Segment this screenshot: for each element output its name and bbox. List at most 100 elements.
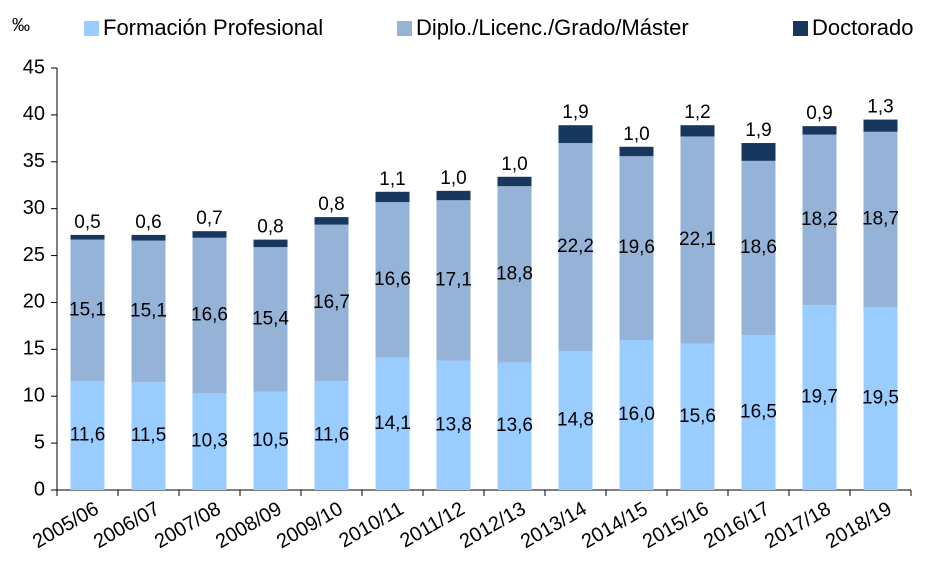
y-tick-label: 30 bbox=[23, 197, 45, 219]
bar-segment bbox=[131, 382, 166, 490]
x-tick-label: 2015/16 bbox=[639, 498, 713, 553]
data-label: 11,6 bbox=[314, 425, 350, 446]
data-label: 1,3 bbox=[867, 97, 893, 118]
bar-segment bbox=[192, 237, 227, 394]
bar-segment bbox=[375, 357, 410, 490]
bar-segment bbox=[70, 381, 105, 490]
data-label: 1,9 bbox=[745, 120, 771, 141]
bar-segment bbox=[131, 240, 166, 383]
bar-segment bbox=[253, 391, 288, 490]
y-tick-label: 40 bbox=[23, 103, 45, 125]
data-label: 1,1 bbox=[379, 169, 405, 190]
legend-label: Formación Profesional bbox=[103, 15, 323, 40]
data-label: 0,6 bbox=[135, 212, 161, 233]
data-label: 18,6 bbox=[740, 237, 777, 258]
bar-segment bbox=[375, 191, 410, 203]
bar-segment bbox=[802, 126, 837, 135]
bar-segment bbox=[70, 234, 105, 240]
data-label: 15,1 bbox=[130, 300, 167, 321]
x-tick-label: 2005/06 bbox=[29, 498, 103, 553]
data-label: 22,2 bbox=[557, 236, 594, 257]
bar-segment bbox=[314, 224, 349, 382]
bar-segment bbox=[863, 307, 898, 490]
legend-label: Diplo./Licenc./Grado/Máster bbox=[416, 15, 689, 40]
data-label: 11,5 bbox=[131, 425, 167, 446]
data-label: 18,2 bbox=[801, 209, 838, 230]
data-label: 16,6 bbox=[191, 305, 228, 326]
bar-segment bbox=[863, 119, 898, 132]
y-tick-label: 45 bbox=[23, 56, 45, 78]
bar-segment bbox=[70, 239, 105, 382]
data-label: 19,6 bbox=[618, 237, 655, 258]
bar-segment bbox=[680, 125, 715, 137]
bar-segment bbox=[802, 305, 837, 490]
data-label: 16,6 bbox=[374, 269, 411, 290]
bar-segment bbox=[253, 247, 288, 392]
data-label: 17,1 bbox=[435, 269, 472, 290]
x-tick-label: 2014/15 bbox=[578, 498, 652, 553]
y-tick-label: 0 bbox=[34, 478, 45, 500]
data-label: 13,8 bbox=[435, 414, 472, 435]
bar-segment bbox=[436, 360, 471, 490]
legend-swatch bbox=[793, 21, 808, 36]
bar-segment bbox=[192, 231, 227, 238]
data-label: 14,1 bbox=[374, 413, 411, 434]
data-label: 0,7 bbox=[196, 208, 222, 229]
data-label: 10,5 bbox=[252, 430, 289, 451]
x-tick-label: 2009/10 bbox=[273, 498, 347, 553]
y-tick-label: 35 bbox=[23, 150, 45, 172]
data-label: 0,8 bbox=[257, 217, 283, 238]
data-label: 15,4 bbox=[252, 308, 289, 329]
data-label: 16,0 bbox=[618, 404, 655, 425]
x-tick-label: 2006/07 bbox=[90, 498, 164, 553]
bar-segment bbox=[558, 125, 593, 144]
legend-swatch bbox=[397, 21, 412, 36]
legend-label: Doctorado bbox=[812, 15, 914, 40]
bar-segment bbox=[192, 393, 227, 490]
data-label: 1,0 bbox=[623, 124, 649, 145]
x-tick-label: 2017/18 bbox=[761, 498, 835, 553]
bar-segment bbox=[558, 351, 593, 490]
bar-segment bbox=[741, 143, 776, 161]
y-tick-label: 10 bbox=[23, 385, 45, 407]
data-label: 19,7 bbox=[801, 387, 838, 408]
bar-segment bbox=[619, 339, 654, 490]
data-label: 18,7 bbox=[862, 208, 899, 229]
data-label: 18,8 bbox=[496, 263, 533, 284]
data-label: 1,9 bbox=[562, 102, 588, 123]
data-label: 0,5 bbox=[74, 212, 100, 233]
data-label: 0,9 bbox=[806, 103, 832, 124]
bar-segment bbox=[741, 335, 776, 490]
bar-segment bbox=[619, 146, 654, 157]
y-tick-label: 20 bbox=[23, 291, 45, 313]
y-tick-label: 25 bbox=[23, 244, 45, 266]
bar-segment bbox=[558, 143, 593, 352]
data-label: 13,6 bbox=[496, 415, 533, 436]
bar-segment bbox=[863, 131, 898, 308]
data-label: 15,6 bbox=[679, 406, 716, 427]
x-tick-label: 2007/08 bbox=[151, 498, 225, 553]
y-tick-label: 15 bbox=[23, 338, 45, 360]
data-label: 16,7 bbox=[313, 292, 350, 313]
x-tick-label: 2008/09 bbox=[212, 498, 286, 553]
bar-segment bbox=[497, 176, 532, 187]
bar-segment bbox=[436, 190, 471, 201]
bar-segment bbox=[802, 134, 837, 306]
bar-segment bbox=[436, 200, 471, 361]
bar-segment bbox=[314, 381, 349, 490]
y-axis-unit: ‰ bbox=[12, 15, 30, 35]
x-tick-label: 2011/12 bbox=[396, 498, 468, 552]
data-label: 14,8 bbox=[557, 410, 594, 431]
x-tick-label: 2012/13 bbox=[456, 498, 530, 553]
y-tick-label: 5 bbox=[34, 431, 45, 453]
data-label: 11,6 bbox=[70, 425, 106, 446]
data-label: 22,1 bbox=[679, 229, 716, 250]
data-label: 0,8 bbox=[318, 194, 344, 215]
data-label: 19,5 bbox=[862, 388, 899, 409]
data-label: 15,1 bbox=[69, 299, 106, 320]
bar-segment bbox=[497, 186, 532, 363]
data-label: 16,5 bbox=[740, 402, 777, 423]
bar-segment bbox=[375, 202, 410, 358]
bar-segment bbox=[131, 234, 166, 241]
